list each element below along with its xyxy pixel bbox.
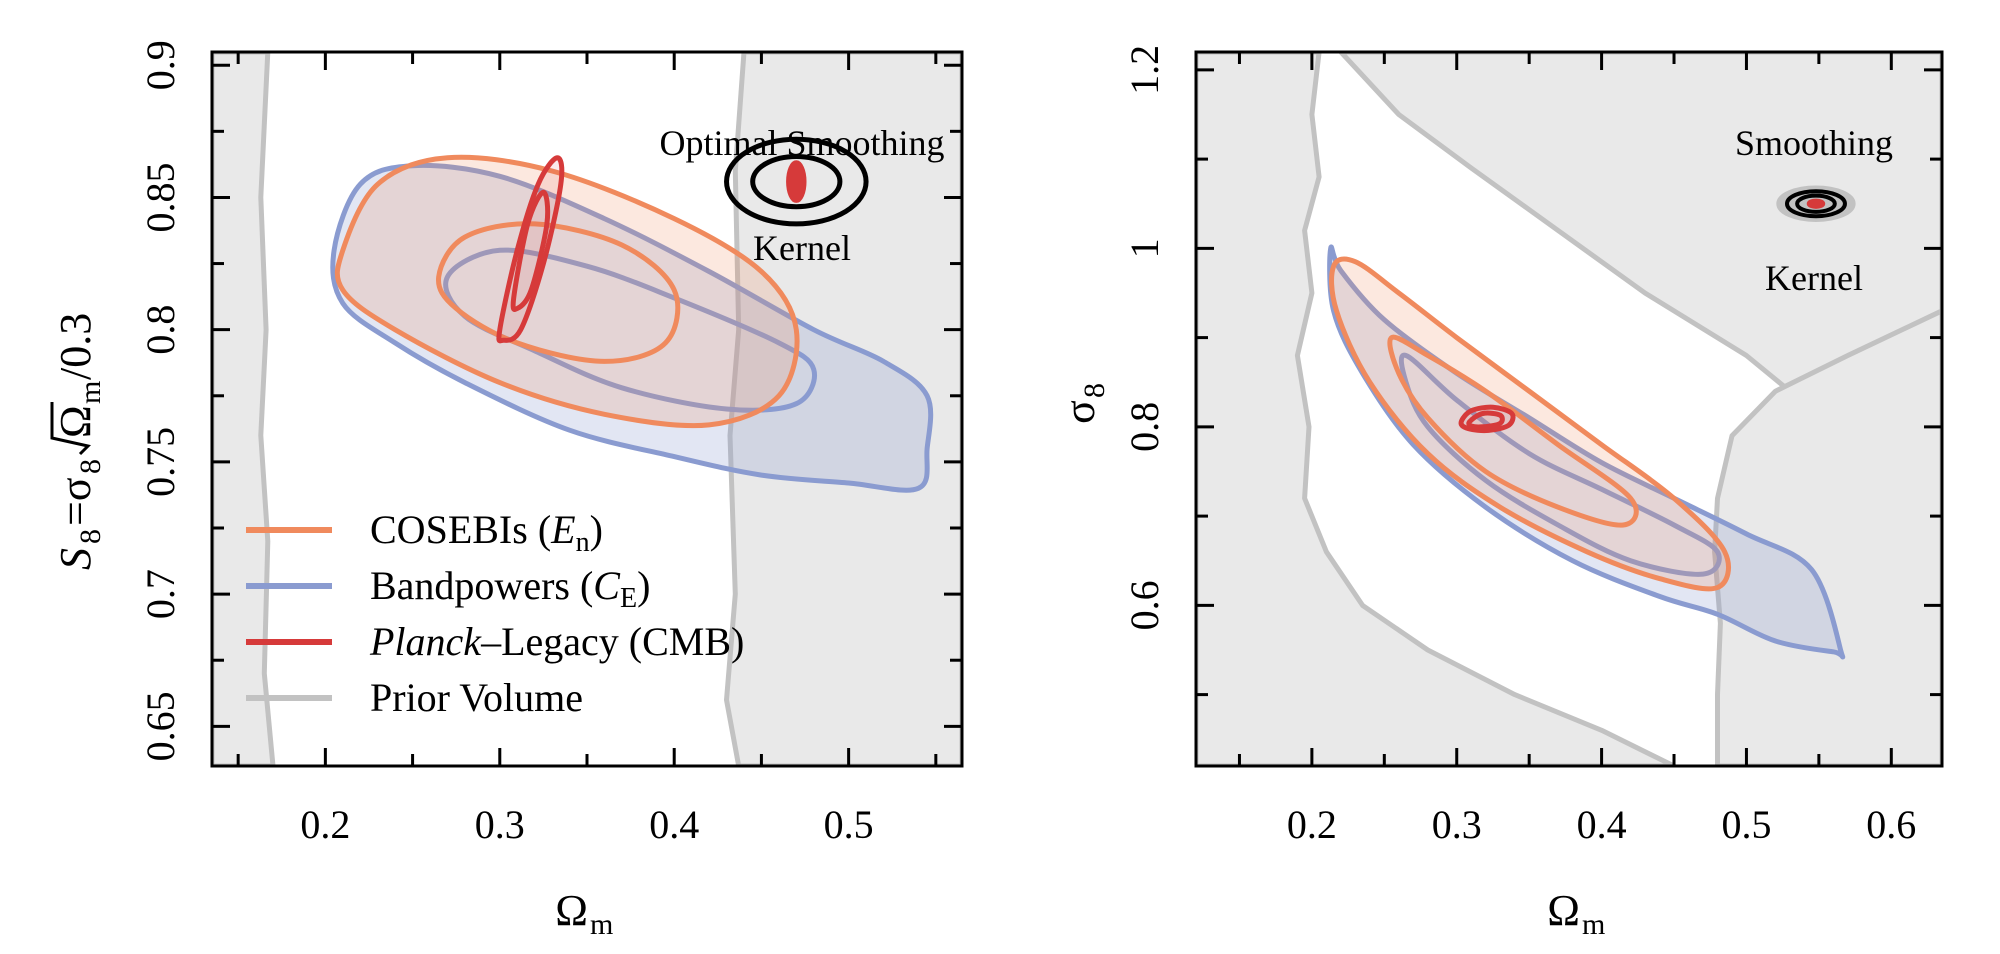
left-y-tick-label: 0.7: [138, 569, 183, 619]
right-x-tick-label: 0.5: [1721, 802, 1771, 847]
svg-text:8: 8: [74, 529, 107, 544]
left-prior-contour-2: [724, 52, 962, 766]
right-series-cosebis: [1329, 256, 1731, 592]
svg-text:8: 8: [74, 459, 107, 474]
left-series-cosebis: [334, 154, 800, 429]
legend-item-prior: Prior Volume: [246, 675, 583, 720]
legend-label-prior: Prior Volume: [370, 675, 583, 720]
legend-item-bandpowers: Bandpowers (CE): [246, 563, 650, 614]
right-prior-contour-1: [1196, 52, 1677, 766]
svg-text:Ω: Ω: [1547, 886, 1580, 935]
svg-text:m: m: [74, 381, 107, 404]
legend-label-cosebis: COSEBIs (En): [370, 507, 603, 558]
right-y-tick-label: 1.2: [1122, 45, 1167, 95]
left-x-tick-label: 0.5: [824, 802, 874, 847]
left-plot-area: [212, 52, 962, 766]
left-y-tick-label: 0.75: [138, 427, 183, 497]
legend-item-cosebis: COSEBIs (En): [246, 507, 603, 558]
svg-text:/0.3: /0.3: [51, 313, 100, 380]
right-panel: 0.2 0.3 0.4 0.5 0.6 0.6 0.8 1 1.2: [1122, 45, 1944, 847]
left-kernel-ring-1: [724, 136, 869, 227]
right-x-tick-label: 0.4: [1577, 802, 1627, 847]
svg-text:Ω: Ω: [555, 886, 588, 935]
left-y-tick-label: 0.9: [138, 40, 183, 90]
left-cosebis-contour-1: [334, 154, 800, 429]
legend-item-planck: Planck–Legacy (CMB): [246, 619, 744, 664]
right-planck-contour-2: [1466, 410, 1505, 430]
left-cosebis-contour-2: [436, 221, 681, 364]
left-x-tick-label: 0.2: [300, 802, 350, 847]
right-x-tick-label: 0.6: [1866, 802, 1916, 847]
annotation-optimal-smoothing: Optimal Smoothing: [659, 123, 944, 163]
legend-label-bandpowers: Bandpowers (CE): [370, 563, 650, 614]
svg-text:σ: σ: [1055, 400, 1104, 424]
left-series-prior: [212, 52, 962, 766]
annotation-kernel: Kernel: [753, 228, 851, 268]
left-y-axis-label: S 8 =σ 8 Ω m /0.3: [50, 313, 107, 570]
left-x-tick-label: 0.3: [475, 802, 525, 847]
right-cosebis-contour-2: [1387, 334, 1639, 528]
left-series-planck: [496, 155, 565, 344]
right-series-prior: [1196, 52, 1942, 766]
left-smoothing-kernel: [724, 136, 869, 227]
right-ticks: 0.2 0.3 0.4 0.5 0.6 0.6 0.8 1 1.2: [1122, 45, 1942, 847]
right-series-planck: [1458, 404, 1516, 434]
left-annotation: Optimal Smoothing Kernel: [659, 123, 944, 268]
right-y-axis-label: σ 8: [1055, 383, 1111, 424]
svg-text:Ω: Ω: [51, 405, 100, 438]
left-planck-contour-2: [510, 189, 551, 312]
left-y-tick-label: 0.65: [138, 691, 183, 761]
svg-text:m: m: [1582, 908, 1605, 941]
left-kernel-ring-3: [786, 160, 807, 203]
right-y-tick-label: 0.8: [1122, 402, 1167, 452]
legend: COSEBIs (En)Bandpowers (CE) Planck–Legacy…: [246, 507, 744, 720]
left-x-tick-label: 0.4: [649, 802, 699, 847]
right-kernel-ring-2: [1785, 189, 1847, 219]
right-y-tick-label: 1: [1122, 238, 1167, 258]
svg-text:m: m: [590, 908, 613, 941]
right-x-tick-label: 0.3: [1432, 802, 1482, 847]
right-y-tick-label: 0.6: [1122, 580, 1167, 630]
annotation-smoothing: Smoothing: [1735, 123, 1893, 163]
right-bandpowers-contour-2: [1398, 352, 1722, 577]
right-kernel-ring-3: [1795, 193, 1837, 214]
right-x-axis-label: Ω m: [1547, 886, 1605, 941]
right-plot-frame: [1194, 50, 1944, 768]
svg-text:=σ: =σ: [51, 477, 100, 526]
right-x-tick-label: 0.2: [1287, 802, 1337, 847]
left-x-axis-label: Ω m: [555, 886, 613, 941]
left-panel: 0.2 0.3 0.4 0.5 0.65 0.7 0.75 0.8 0.85 0.9: [138, 40, 964, 847]
right-plot-area: [1196, 52, 1942, 766]
left-y-tick-label: 0.8: [138, 305, 183, 355]
right-prior-contour-3: [1712, 308, 1942, 766]
left-ticks: 0.2 0.3 0.4 0.5 0.65 0.7 0.75 0.8 0.85 0.9: [138, 40, 962, 847]
right-annotation: Smoothing Kernel: [1735, 123, 1893, 298]
annotation-kernel-right: Kernel: [1765, 258, 1863, 298]
right-smoothing-kernel: [1776, 185, 1856, 222]
left-y-tick-label: 0.85: [138, 162, 183, 232]
legend-label-planck: Planck–Legacy (CMB): [369, 619, 744, 664]
right-kernel-ring-4: [1806, 198, 1826, 209]
left-kernel-ring-2: [750, 153, 843, 210]
svg-text:S: S: [51, 548, 100, 570]
svg-text:8: 8: [1078, 383, 1111, 398]
